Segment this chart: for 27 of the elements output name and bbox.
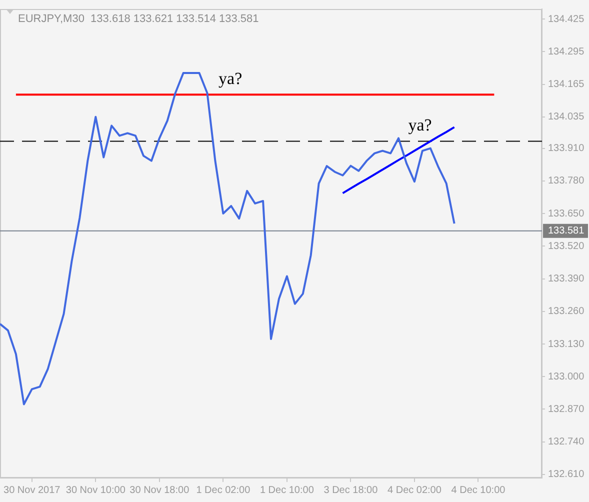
y-tick-label: 133.260: [548, 306, 585, 318]
x-tick-label: 30 Nov 18:00: [130, 484, 190, 496]
x-tick-label: 1 Dec 02:00: [196, 484, 251, 496]
y-tick-label: 133.780: [548, 176, 585, 187]
y-tick-label: 134.295: [548, 46, 585, 58]
y-tick-label: 132.740: [548, 436, 585, 448]
y-tick-label: 134.035: [548, 112, 585, 123]
y-tick-label: 133.130: [548, 338, 585, 350]
x-tick-label: 4 Dec 02:00: [388, 484, 442, 496]
x-tick-label: 30 Nov 2017: [4, 484, 61, 496]
ref-line-label: 133.581: [548, 226, 585, 237]
y-tick-label: 133.390: [548, 274, 585, 285]
y-tick-label: 133.520: [548, 240, 585, 252]
y-tick-label: 134.165: [548, 79, 585, 90]
y-tick-label: 133.910: [548, 143, 585, 154]
y-tick-label: 133.000: [548, 371, 585, 382]
annotation: ya?: [408, 116, 432, 135]
y-tick-label: 132.870: [548, 404, 585, 415]
annotation: ya?: [218, 68, 242, 88]
y-tick-label: 133.650: [548, 208, 585, 220]
x-tick-label: 1 Dec 10:00: [260, 484, 314, 496]
chart-title: EURJPY,M30 133.618 133.621 133.514 133.581: [18, 13, 259, 26]
x-tick-label: 30 Nov 10:00: [66, 484, 126, 496]
x-tick-label: 4 Dec 10:00: [451, 484, 506, 496]
y-tick-label: 132.610: [548, 469, 585, 480]
x-tick-label: 3 Dec 18:00: [324, 484, 378, 496]
y-tick-label: 134.425: [548, 14, 585, 25]
